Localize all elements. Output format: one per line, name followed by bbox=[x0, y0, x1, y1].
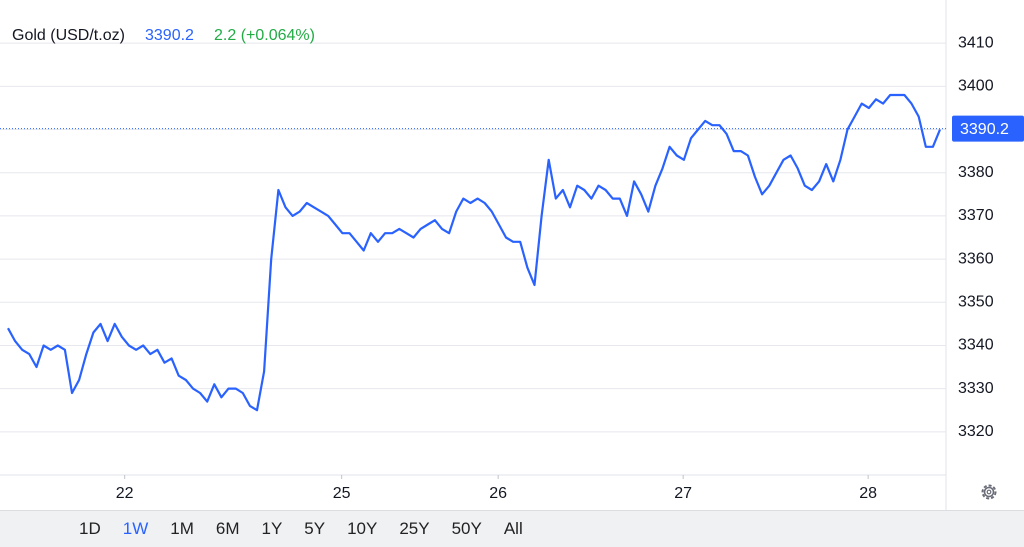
chart: Gold (USD/t.oz) 3390.2 2.2 (+0.064%) 332… bbox=[0, 0, 1024, 510]
header-change: 2.2 (+0.064%) bbox=[214, 27, 315, 44]
range-button[interactable]: 1M bbox=[170, 519, 194, 538]
x-tick-label: 27 bbox=[674, 485, 692, 502]
grid bbox=[0, 42, 946, 433]
y-tick-label: 3320 bbox=[958, 423, 994, 440]
gear-hub bbox=[986, 489, 992, 495]
settings-icon[interactable] bbox=[981, 484, 997, 500]
last-price-label: 3390.2 bbox=[960, 121, 1009, 138]
range-button[interactable]: 1W bbox=[122, 519, 149, 538]
last-price-box bbox=[952, 115, 1024, 142]
x-tick-label: 22 bbox=[116, 485, 134, 502]
range-button[interactable]: 6M bbox=[215, 519, 240, 538]
range-button[interactable]: 50Y bbox=[451, 519, 482, 538]
y-tick-label: 3400 bbox=[958, 78, 994, 95]
range-button[interactable]: 25Y bbox=[399, 519, 430, 538]
range-button[interactable]: 10Y bbox=[347, 519, 378, 538]
range-bar: 1D 1W 1M 6M 1Y 5Y 10Y 25Y 50Y All bbox=[0, 510, 1024, 547]
x-tick-label: 25 bbox=[333, 485, 351, 502]
y-tick-label: 3370 bbox=[958, 207, 994, 224]
y-tick-label: 3330 bbox=[958, 380, 994, 397]
range-button[interactable]: 5Y bbox=[304, 519, 326, 538]
y-tick-label: 3340 bbox=[958, 337, 994, 354]
y-tick-label: 3410 bbox=[958, 34, 994, 51]
y-tick-label: 3350 bbox=[958, 293, 994, 310]
range-button[interactable]: 1Y bbox=[261, 519, 283, 538]
gear-teeth bbox=[981, 484, 997, 500]
header-price: 3390.2 bbox=[145, 27, 194, 44]
range-button[interactable]: All bbox=[503, 519, 523, 538]
gear-ring bbox=[983, 486, 995, 498]
x-tick-label: 26 bbox=[489, 485, 507, 502]
plot bbox=[0, 93, 946, 412]
range-button[interactable]: 1D bbox=[79, 519, 101, 538]
x-tick-label: 28 bbox=[859, 485, 877, 502]
y-tick-label: 3360 bbox=[958, 250, 994, 267]
price-line bbox=[7, 93, 942, 412]
y-tick-label: 3380 bbox=[958, 164, 994, 181]
chart-title: Gold (USD/t.oz) bbox=[12, 27, 125, 44]
